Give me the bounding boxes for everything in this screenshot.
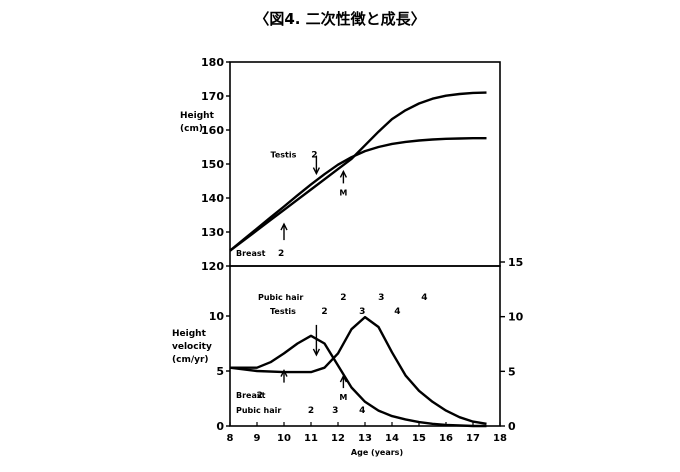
height-series-boys — [229, 91, 487, 252]
xlabel: Age (years) — [351, 448, 403, 457]
velocity-ylabel: velocity — [172, 342, 212, 352]
stage-pubic-hair-boys-2: 2 — [340, 293, 346, 303]
xtick-label: 16 — [439, 433, 453, 444]
velocity-ytick-label: 10 — [209, 310, 225, 323]
xtick-label: 12 — [331, 433, 345, 444]
height-ytick-label: 120 — [201, 260, 224, 273]
velocity-series-girls — [230, 334, 487, 428]
velocity-ylabel: (cm/yr) — [172, 355, 209, 365]
height-testis-arrow-head — [312, 167, 321, 176]
xtick-label: 15 — [412, 433, 426, 444]
xtick-label: 14 — [385, 433, 399, 444]
xtick-label: 11 — [304, 433, 318, 444]
height-ytick-label: 130 — [201, 226, 224, 239]
stage-pubic-hair-girls-2: 2 — [308, 406, 314, 416]
height-series-girls — [229, 137, 487, 252]
velocity-right-ytick-label: 0 — [508, 420, 516, 433]
height-ytick-label: 180 — [201, 56, 224, 69]
stage-pubic-hair-boys-3: 3 — [378, 293, 384, 303]
height-ytick-label: 150 — [201, 158, 224, 171]
height-panel-frame — [229, 61, 501, 267]
height-ytick-label: 170 — [201, 90, 224, 103]
stage-pubic-hair-boys-4: 4 — [421, 293, 427, 303]
stage-testis-boys-3: 3 — [359, 307, 365, 317]
stage-row-label-testis-boys: Testis — [270, 307, 296, 316]
velocity-right-ytick-label: 15 — [508, 256, 523, 269]
stage-row-label-pubic-hair-girls: Pubic hair — [236, 406, 281, 415]
velocity-ytick-label: 5 — [216, 365, 224, 378]
stage-row-label-breast-girls: Breast — [236, 391, 266, 400]
stage-testis-boys-2: 2 — [321, 307, 327, 317]
xtick-label: 9 — [254, 433, 261, 444]
velocity-testis-arrow-head — [312, 348, 321, 357]
stage-pubic-hair-girls-4: 4 — [359, 406, 365, 416]
velocity-right-ytick-label: 10 — [508, 311, 524, 324]
velocity-breast-arrow-head — [280, 369, 288, 377]
height-menarche-arrow-head — [339, 169, 348, 178]
velocity-series-boys — [229, 315, 487, 425]
stage-breast-girls-2: 2 — [257, 391, 263, 401]
height-testis-stage: 2 — [311, 151, 317, 161]
height-ytick-label: 140 — [201, 192, 224, 205]
height-breast-stage: 2 — [278, 249, 284, 259]
velocity-right-ytick-label: 5 — [508, 365, 516, 378]
stage-testis-boys-4: 4 — [394, 307, 400, 317]
velocity-ylabel: Height — [172, 329, 207, 339]
height-testis-label: Testis — [270, 151, 296, 160]
height-menarche-label: M — [339, 188, 347, 197]
height-ylabel: (cm) — [180, 124, 203, 134]
stage-pubic-hair-girls-3: 3 — [332, 406, 338, 416]
xtick-label: 17 — [466, 433, 480, 444]
xtick-label: 18 — [493, 433, 507, 444]
velocity-menarche-arrow-head — [339, 374, 348, 383]
height-ytick-label: 160 — [201, 124, 224, 137]
height-breast-arrow-head — [280, 222, 288, 231]
stage-row-label-pubic-hair-boys: Pubic hair — [258, 293, 303, 302]
figure-title: 〈図4. 二次性徴と成長〉 — [254, 10, 426, 28]
velocity-menarche-label: M — [339, 393, 347, 402]
xtick-label: 8 — [227, 433, 234, 444]
velocity-ytick-label: 0 — [216, 420, 224, 433]
height-ylabel: Height — [180, 111, 215, 121]
xtick-label: 10 — [277, 433, 291, 444]
height-breast-label: Breast — [236, 249, 266, 258]
xtick-label: 13 — [358, 433, 372, 444]
